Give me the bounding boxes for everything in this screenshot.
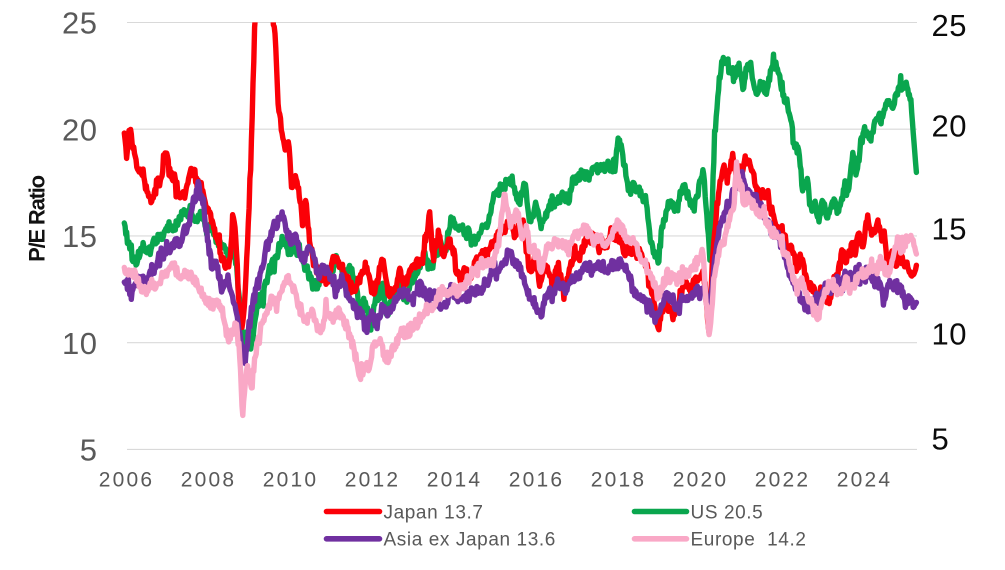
svg-text:25: 25 [932, 8, 967, 43]
svg-text:2016: 2016 [509, 469, 565, 492]
svg-text:2012: 2012 [345, 469, 401, 492]
svg-text:2006: 2006 [99, 469, 155, 492]
svg-text:2020: 2020 [673, 469, 729, 492]
svg-text:10: 10 [932, 317, 967, 352]
svg-text:2008: 2008 [181, 469, 237, 492]
svg-text:5: 5 [80, 433, 98, 468]
svg-text:US 20.5: US 20.5 [691, 502, 764, 523]
svg-text:2014: 2014 [427, 469, 483, 492]
svg-text:15: 15 [62, 219, 97, 254]
svg-text:20: 20 [62, 112, 97, 147]
svg-text:10: 10 [62, 326, 97, 361]
svg-text:2010: 2010 [263, 469, 319, 492]
svg-text:5: 5 [932, 421, 950, 456]
svg-text:Asia ex Japan 13.6: Asia ex Japan 13.6 [384, 530, 556, 551]
svg-text:2022: 2022 [755, 469, 811, 492]
svg-text:Japan 13.7: Japan 13.7 [384, 502, 484, 523]
svg-text:2018: 2018 [591, 469, 647, 492]
svg-text:Europe 14.2: Europe 14.2 [691, 530, 807, 551]
svg-text:20: 20 [932, 109, 967, 144]
svg-text:2024: 2024 [837, 469, 893, 492]
svg-text:P/E Ratio: P/E Ratio [25, 175, 50, 262]
svg-text:15: 15 [932, 212, 967, 247]
svg-text:25: 25 [62, 6, 97, 41]
